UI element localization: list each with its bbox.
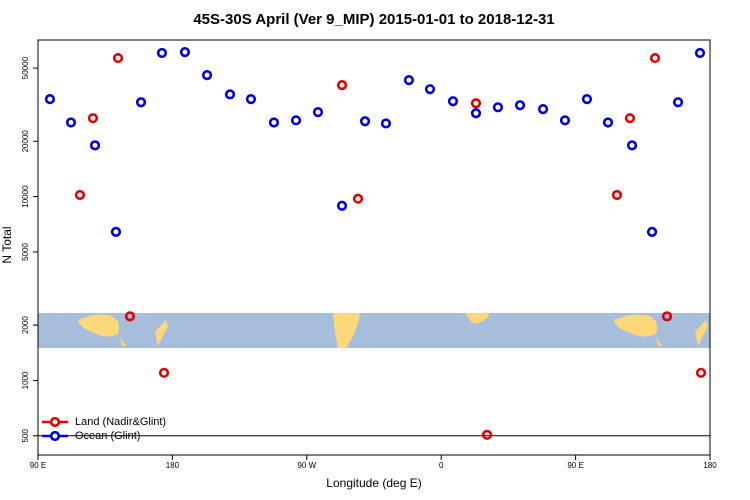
chart-title: 45S-30S April (Ver 9_MIP) 2015-01-01 to … (193, 11, 554, 28)
x-tick-label: 90 W (297, 461, 316, 470)
point (470, 108, 482, 119)
point (359, 116, 371, 127)
map-strip (38, 313, 710, 348)
point (672, 97, 684, 108)
point (470, 98, 482, 109)
plot-frame (37, 39, 711, 456)
point (156, 47, 168, 59)
point (352, 193, 364, 204)
point (245, 94, 257, 105)
point (336, 80, 348, 91)
legend-marker (49, 416, 61, 428)
legend-marker (49, 430, 61, 442)
point (481, 429, 493, 440)
legend-label: Ocean (Glint) (75, 430, 140, 442)
point (403, 75, 415, 86)
point (312, 107, 324, 118)
y-tick-label: 5000 (21, 242, 30, 260)
point (695, 367, 707, 378)
point (89, 140, 101, 151)
point (514, 100, 526, 111)
y-tick-label: 20000 (21, 130, 30, 153)
x-tick-label: 0 (439, 461, 444, 470)
point (135, 97, 147, 108)
point (380, 118, 392, 129)
x-tick-label: 90 E (30, 461, 46, 470)
x-tick-label: 180 (703, 461, 717, 470)
point (74, 189, 86, 201)
point (649, 52, 661, 64)
point (537, 104, 549, 115)
point (661, 311, 673, 322)
point (44, 94, 56, 105)
point (336, 200, 348, 211)
point (626, 140, 638, 151)
y-tick-label: 500 (21, 429, 30, 443)
point (559, 115, 571, 126)
point (268, 117, 280, 128)
point (602, 117, 614, 128)
point (201, 70, 213, 81)
point (290, 115, 302, 126)
x-axis-label: Longitude (deg E) (326, 476, 421, 490)
point (424, 84, 436, 95)
point (581, 94, 593, 105)
y-axis-label: N Total (0, 226, 14, 263)
point (624, 113, 636, 124)
point (158, 367, 170, 378)
x-tick-label: 180 (166, 461, 180, 470)
point (492, 102, 504, 113)
point (224, 89, 236, 100)
point (447, 96, 459, 107)
point (87, 113, 99, 124)
point (110, 226, 122, 237)
point (611, 189, 623, 201)
y-tick-label: 50000 (21, 56, 30, 79)
point (694, 47, 706, 59)
y-tick-label: 2000 (21, 316, 30, 334)
point (646, 226, 658, 237)
point (124, 311, 136, 322)
x-tick-label: 90 E (567, 461, 583, 470)
point (112, 52, 124, 64)
point (179, 47, 191, 58)
legend-label: Land (Nadir&Glint) (75, 416, 166, 428)
y-tick-label: 1000 (21, 371, 30, 389)
y-tick-label: 10000 (21, 185, 30, 208)
point (65, 117, 77, 128)
